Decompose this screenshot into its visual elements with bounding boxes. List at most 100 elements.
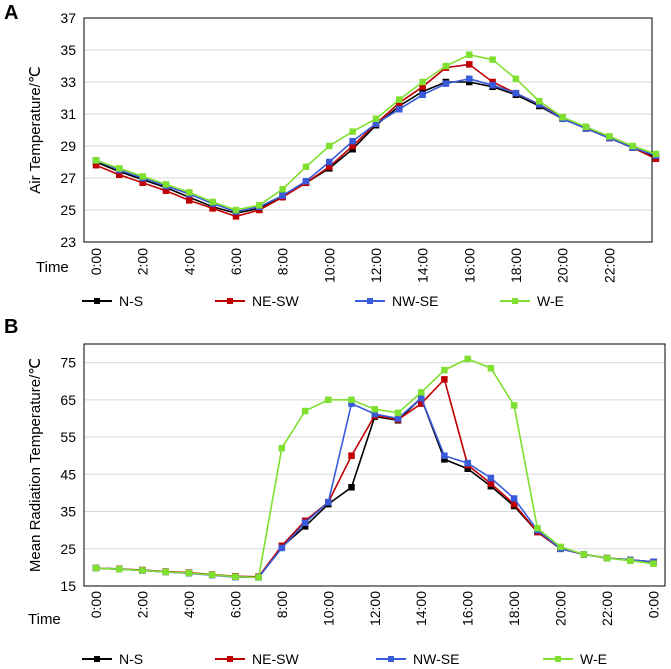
data-point-w-e [417,389,425,396]
data-point-nw-se [466,75,473,83]
data-point-w-e [279,185,286,193]
data-point-nw-se [512,89,520,97]
panel-b-mean-radiation-temperature-chart: B 15 25 35 45 55 65 75 Mean Radiation Temperatur… [4,316,666,667]
data-point-ne-sw [487,480,495,487]
data-point-n-s [348,484,355,491]
legend-label: N-S [119,651,143,667]
data-point-w-e [349,128,356,135]
data-point-w-e [442,62,450,70]
data-point-nw-se [464,459,471,467]
data-point-w-e [510,402,518,409]
x-tick-label: 10:00 [321,248,337,283]
x-axis-title: Time [36,259,69,276]
legend-label: N-S [119,293,143,309]
y-tick-label: 27 [60,170,76,186]
y-tick-label: 37 [60,10,76,26]
x-tick-label: 4:00 [181,591,197,618]
x-tick-label: 4:00 [181,248,197,275]
data-point-w-e [603,554,611,562]
data-point-w-e [489,56,496,63]
x-tick-label: 16:00 [460,591,476,626]
data-point-w-e [302,163,310,171]
x-tick-label: 6:00 [227,591,243,618]
x-tick-label: 20:00 [555,248,571,283]
data-point-w-e [372,115,380,123]
legend-marker [227,656,233,662]
x-tick-label: 14:00 [413,591,429,626]
data-point-w-e [256,201,263,209]
y-axis-title: Mean Radiation Temperature/℃ [27,358,44,572]
legend-marker [227,298,233,304]
data-point-w-e [139,567,146,574]
data-point-w-e [652,150,660,158]
x-tick-label: 10:00 [320,591,336,626]
y-tick-label: 55 [60,429,76,445]
x-tick-label: 0:00 [646,591,662,618]
data-point-nw-se [279,192,286,199]
panel-a-air-temperature-chart: A 23 25 27 29 31 33 35 37 Air Temperature/℃ 0:00 2:… [4,2,660,309]
data-point-w-e [255,574,262,581]
y-tick-label: 35 [60,42,76,58]
data-point-w-e [534,525,541,532]
data-point-w-e [536,97,543,105]
data-point-w-e [394,409,402,417]
data-point-w-e [487,364,495,372]
data-point-w-e [371,405,379,413]
data-point-w-e [396,96,403,103]
data-point-w-e [650,560,657,567]
data-point-w-e [325,396,332,404]
data-point-w-e [580,551,588,558]
x-tick-label: 0:00 [88,591,104,618]
x-tick-label: 16:00 [461,248,477,283]
data-point-w-e [278,444,286,452]
y-tick-label: 75 [60,355,76,371]
x-tick-label: 2:00 [134,591,150,618]
legend-label: NW-SE [392,293,438,309]
data-point-ne-sw [441,376,448,383]
y-tick-label: 25 [60,202,76,218]
legend-marker [367,298,373,304]
data-point-w-e [419,78,426,86]
y-tick-label: 25 [60,541,76,557]
data-point-w-e [301,407,309,415]
y-axis-title: Air Temperature/℃ [27,66,44,193]
x-tick-label: 12:00 [368,248,384,283]
panel-letter-a: A [4,2,18,24]
x-tick-label: 8:00 [274,591,290,618]
data-point-w-e [208,571,216,579]
x-tick-label: 18:00 [506,591,522,626]
data-point-w-e [441,366,448,374]
x-tick-label: 14:00 [415,248,431,283]
data-point-w-e [92,564,100,572]
plot-frame [83,343,666,587]
y-tick-label: 31 [60,106,76,122]
data-point-ne-sw [466,61,473,68]
x-axis-title: Time [28,611,61,628]
series-line-w-e [95,358,654,579]
data-point-w-e [115,565,123,573]
data-point-nw-se [302,177,310,185]
panel-letter-b: B [4,316,18,338]
series-line-n-s [95,81,657,215]
data-point-nw-se [278,544,286,552]
data-point-nw-se [326,158,333,166]
legend-label: NE-SW [252,651,299,667]
data-point-w-e [162,568,169,576]
y-tick-label: 15 [60,578,76,594]
data-point-w-e [232,206,240,214]
legend-label: W-E [537,293,564,309]
data-point-nw-se [325,498,332,506]
data-point-ne-sw [186,197,193,204]
data-point-nw-se [396,105,403,113]
data-point-w-e [606,133,613,140]
data-point-w-e [92,157,100,164]
data-point-nw-se [394,415,402,422]
data-point-nw-se [417,394,425,402]
data-point-w-e [185,569,193,577]
x-tick-label: 22:00 [599,591,615,626]
x-tick-label: 22:00 [601,248,617,283]
data-point-w-e [348,396,355,404]
data-point-w-e [629,142,636,150]
legend-marker [388,656,394,662]
